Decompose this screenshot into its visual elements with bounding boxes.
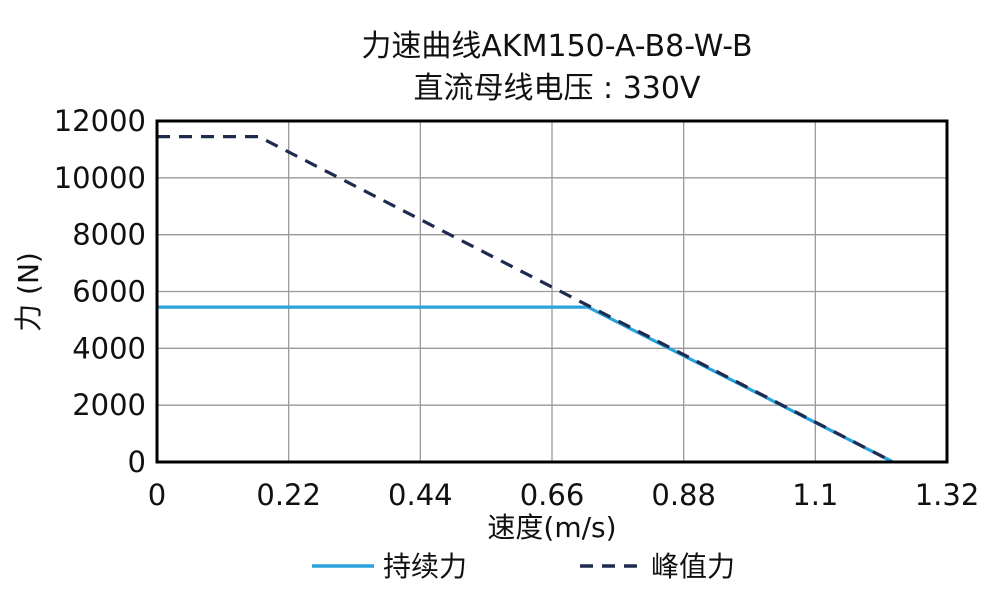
x-tick-label: 0.44 [388, 478, 453, 512]
y-tick-label: 4000 [72, 331, 146, 365]
plot-frame [155, 119, 949, 464]
x-tick-label: 0.66 [520, 478, 585, 512]
legend-label: 持续力 [383, 550, 467, 583]
x-tick-labels: 0 0.22 0.44 0.66 0.88 1.1 1.32 [148, 478, 980, 512]
series-line-peak [157, 135, 894, 464]
grid-lines [156, 120, 948, 463]
y-tick-label: 2000 [72, 388, 146, 422]
series-layer [157, 135, 894, 464]
chart-subtitle: 直流母线电压 : 330V [413, 71, 701, 106]
y-tick-label: 0 [128, 445, 146, 479]
x-tick-label: 0.88 [651, 478, 716, 512]
y-tick-label: 12000 [54, 104, 146, 138]
y-tick-label: 10000 [54, 161, 146, 195]
x-tick-label: 0.22 [256, 478, 321, 512]
legend-label: 峰值力 [651, 550, 735, 583]
y-tick-labels: 0 2000 4000 6000 8000 10000 12000 [54, 104, 146, 479]
series-line-continuous [157, 305, 894, 464]
x-tick-label: 1.32 [915, 478, 980, 512]
legend: 持续力 峰值力 [312, 550, 735, 583]
x-tick-label: 1.1 [792, 478, 838, 512]
y-tick-label: 8000 [72, 218, 146, 252]
x-axis-label: 速度(m/s) [487, 511, 616, 544]
y-axis-label: 力 (N) [12, 252, 45, 332]
chart-title: 力速曲线AKM150-A-B8-W-B [361, 29, 753, 64]
y-tick-label: 6000 [72, 275, 146, 309]
x-tick-label: 0 [148, 478, 166, 512]
